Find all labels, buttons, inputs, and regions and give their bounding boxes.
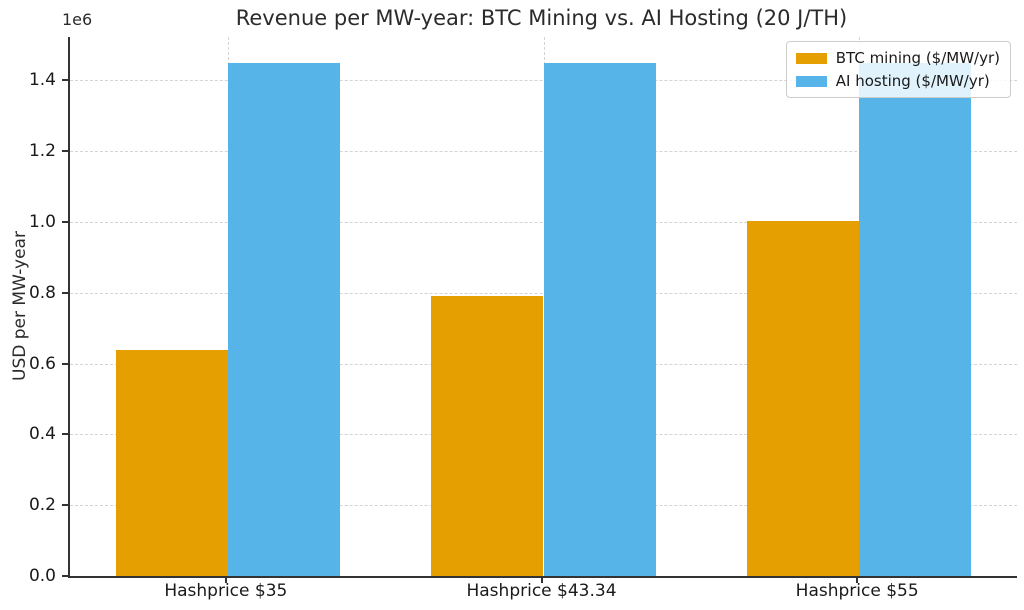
y-tick-mark — [62, 150, 68, 153]
y-tick-label: 0.4 — [28, 424, 56, 445]
bar-btc-mining — [431, 295, 544, 576]
y-tick-label: 0.8 — [28, 282, 56, 303]
plot-area — [62, 37, 1017, 578]
y-tick-label: 1.4 — [28, 70, 56, 91]
legend-swatch — [795, 52, 827, 64]
bar-btc-mining — [747, 220, 860, 576]
legend-item: AI hosting ($/MW/yr) — [795, 72, 1000, 90]
y-tick-mark — [62, 79, 68, 82]
legend-label: BTC mining ($/MW/yr) — [835, 49, 1000, 67]
x-tick-mark — [224, 578, 227, 583]
legend-item: BTC mining ($/MW/yr) — [795, 49, 1000, 67]
bar-btc-mining — [115, 349, 228, 576]
bar-ai-hosting — [543, 62, 656, 576]
y-axis-offset-text: 1e6 — [62, 10, 93, 29]
legend: BTC mining ($/MW/yr) AI hosting ($/MW/yr) — [785, 41, 1011, 98]
y-tick-label: 0.6 — [28, 353, 56, 374]
x-tick-label: Hashprice $35 — [164, 581, 288, 601]
x-tick-label: Hashprice $55 — [795, 581, 919, 601]
y-tick-label: 0.0 — [28, 566, 56, 586]
chart-title: Revenue per MW-year: BTC Mining vs. AI H… — [235, 6, 848, 30]
bar-ai-hosting — [227, 62, 340, 576]
x-tick-mark — [540, 578, 543, 583]
y-tick-mark — [62, 575, 68, 577]
y-tick-label: 1.2 — [28, 141, 56, 162]
legend-label: AI hosting ($/MW/yr) — [835, 72, 990, 90]
y-tick-mark — [62, 362, 68, 365]
y-tick-label: 0.2 — [28, 495, 56, 516]
x-tick-mark — [856, 578, 859, 583]
y-tick-mark — [62, 220, 68, 223]
bar-ai-hosting — [859, 62, 972, 576]
y-tick-mark — [62, 504, 68, 507]
legend-swatch — [795, 75, 827, 87]
x-tick-label: Hashprice $43.34 — [466, 581, 617, 601]
y-tick-label: 1.0 — [28, 211, 56, 232]
y-tick-mark — [62, 433, 68, 436]
y-tick-mark — [62, 291, 68, 294]
